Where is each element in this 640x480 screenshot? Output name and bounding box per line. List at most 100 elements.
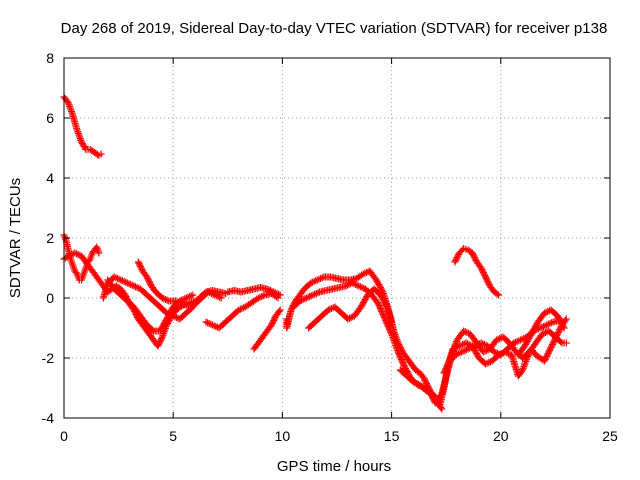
data-point: [115, 285, 118, 287]
data-point: [231, 315, 233, 317]
data-point: [344, 285, 347, 287]
data-point: [200, 297, 203, 299]
data-point: [493, 291, 496, 293]
data-point: [489, 348, 491, 350]
data-point: [362, 273, 365, 275]
data-point: [419, 372, 421, 374]
data-point: [524, 345, 526, 347]
data-point: [137, 318, 140, 320]
data-point: [456, 339, 458, 341]
data-point: [224, 321, 227, 323]
data-point: [556, 315, 559, 317]
data-point: [331, 288, 334, 290]
data-point: [460, 351, 463, 353]
data-point: [119, 288, 122, 290]
data-point: [261, 336, 264, 338]
data-point: [366, 294, 369, 296]
data-point: [205, 321, 207, 323]
data-point: [475, 342, 478, 344]
y-tick-label: 2: [46, 230, 54, 246]
data-point: [412, 381, 415, 383]
data-point: [318, 291, 321, 293]
x-axis-label: GPS time / hours: [277, 458, 391, 475]
data-point: [146, 324, 148, 326]
data-point: [266, 288, 268, 290]
data-point: [305, 297, 308, 299]
data-point: [98, 279, 100, 281]
data-point: [98, 252, 100, 254]
data-point: [561, 342, 563, 344]
data-point: [309, 282, 312, 284]
data-point: [133, 306, 135, 308]
data-point: [336, 277, 338, 280]
data-point: [207, 291, 209, 293]
data-point: [161, 297, 164, 299]
data-point: [552, 321, 555, 323]
series-track-o: [436, 315, 570, 410]
data-point: [458, 345, 461, 347]
data-point: [552, 342, 555, 344]
y-tick-label: 4: [46, 170, 54, 186]
data-point: [275, 315, 277, 317]
data-point: [467, 249, 469, 251]
data-point: [113, 288, 116, 290]
data-point: [521, 369, 524, 371]
data-point: [172, 306, 174, 308]
data-point: [519, 339, 522, 341]
data-point: [565, 342, 568, 344]
data-point: [403, 366, 406, 368]
data-point: [154, 342, 157, 344]
x-tick-label: 15: [384, 428, 400, 444]
data-point: [157, 345, 159, 347]
data-point: [423, 378, 426, 380]
data-point: [397, 351, 399, 353]
data-point: [316, 279, 319, 281]
data-point: [565, 318, 568, 320]
data-point: [482, 351, 485, 353]
data-point: [471, 345, 474, 347]
data-point: [178, 318, 181, 320]
series-track-a: [60, 93, 105, 159]
data-point: [360, 306, 362, 308]
data-point: [515, 351, 517, 353]
data-point: [67, 255, 70, 257]
data-point: [548, 330, 550, 332]
axis-ticks: 0 5 10 15 20 25 -4 -2 0 2 4 6 8: [42, 50, 618, 444]
data-point: [401, 351, 404, 353]
x-tick-label: 20: [493, 428, 509, 444]
x-tick-label: 25: [602, 428, 618, 444]
data-point: [233, 289, 236, 292]
data-point: [425, 390, 428, 392]
y-axis-label: SDTVAR / TECUs: [7, 178, 24, 298]
data-point: [484, 363, 487, 365]
series-track-p: [514, 306, 568, 359]
data-point: [550, 309, 552, 311]
data-point: [119, 294, 122, 296]
data-point: [338, 286, 340, 289]
data-point: [325, 289, 327, 292]
data-point: [126, 282, 129, 284]
data-point: [244, 306, 247, 308]
data-point: [93, 249, 96, 251]
data-point: [351, 282, 354, 284]
data-point: [480, 267, 482, 269]
data-point: [211, 324, 214, 326]
data-point: [497, 294, 500, 296]
data-point: [141, 324, 144, 326]
marker-trace: [60, 93, 105, 159]
y-tick-label: 8: [46, 50, 54, 66]
series-track-f: [104, 276, 197, 335]
data-point: [382, 291, 384, 293]
data-point: [137, 261, 140, 263]
data-point: [264, 294, 266, 296]
data-point: [89, 258, 92, 260]
data-point: [414, 369, 417, 371]
data-point: [353, 315, 356, 317]
data-point: [218, 327, 220, 329]
data-point: [168, 300, 170, 302]
data-point: [150, 336, 153, 338]
data-point: [224, 292, 227, 295]
data-point: [521, 357, 524, 359]
data-point: [539, 327, 541, 329]
data-point: [154, 291, 157, 293]
